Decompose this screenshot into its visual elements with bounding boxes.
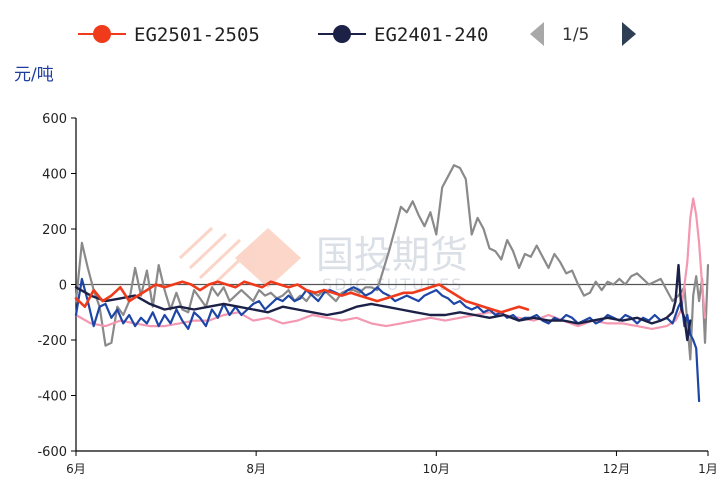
legend-item-eg2401-240[interactable]: EG2401-240	[318, 24, 488, 46]
pager-text: 1/5	[562, 25, 589, 45]
y-tick-label: -600	[37, 445, 67, 460]
x-ticks: 6月 8月 10月 12月 1月	[66, 451, 718, 476]
series-line-4	[74, 263, 692, 342]
y-ticks: -600 -400 -200 0 200 400 600	[37, 112, 76, 460]
next-page-icon[interactable]	[622, 22, 636, 46]
y-tick-label: -200	[37, 334, 67, 349]
legend-item-eg2501-2505[interactable]: EG2501-2505	[78, 24, 260, 46]
legend-label: EG2401-240	[374, 24, 488, 46]
watermark-logo	[178, 226, 301, 288]
y-tick-label: 600	[42, 112, 67, 127]
x-tick-label: 6月	[66, 462, 86, 476]
legend-marker	[333, 25, 351, 43]
y-unit-label: 元/吨	[14, 65, 54, 85]
legend-label: EG2501-2505	[134, 24, 260, 46]
series-line-5	[74, 280, 530, 314]
legend-marker	[93, 25, 111, 43]
y-tick-label: 200	[42, 223, 67, 238]
series-group	[74, 164, 710, 403]
series-line-1	[74, 164, 710, 361]
legend-pager: 1/5	[530, 22, 636, 46]
x-tick-label: 8月	[246, 462, 266, 476]
prev-page-icon[interactable]	[530, 22, 544, 46]
y-tick-label: 0	[59, 279, 67, 294]
x-tick-label: 10月	[423, 462, 450, 476]
x-tick-label: 12月	[603, 462, 630, 476]
x-tick-label: 1月	[698, 462, 718, 476]
legend: EG2501-2505 EG2401-240 1/5	[78, 22, 636, 46]
y-tick-label: -400	[37, 390, 67, 405]
series-line-3	[74, 277, 701, 403]
y-tick-label: 400	[42, 168, 67, 183]
